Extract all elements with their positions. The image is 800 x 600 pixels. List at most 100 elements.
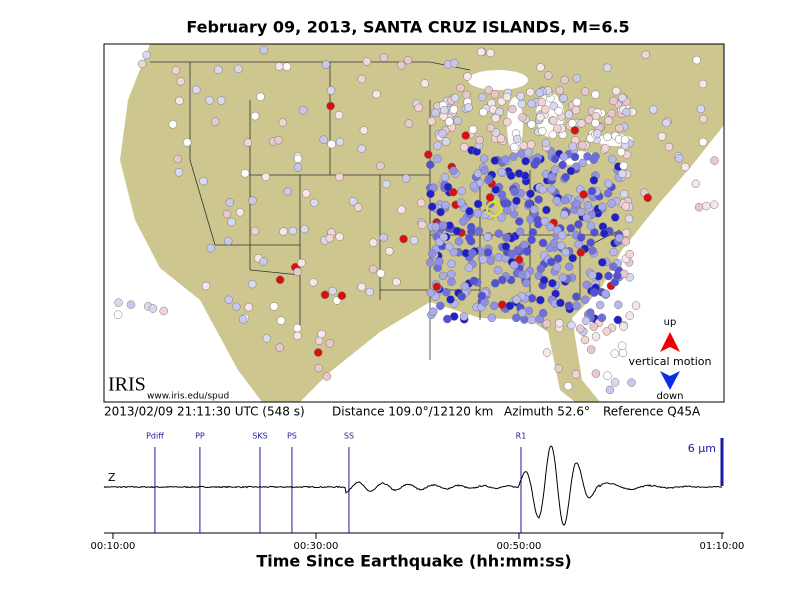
station	[431, 222, 440, 232]
station	[232, 302, 241, 311]
station	[435, 257, 444, 266]
station	[457, 292, 467, 301]
station	[404, 119, 414, 128]
station	[427, 202, 437, 211]
phase-label: PS	[287, 432, 297, 441]
station	[436, 301, 445, 311]
station	[288, 226, 298, 236]
station	[368, 264, 378, 274]
station	[353, 203, 363, 212]
station	[293, 154, 303, 164]
station	[519, 141, 528, 150]
station	[532, 157, 542, 166]
station	[464, 103, 473, 112]
station	[590, 288, 599, 297]
station	[542, 348, 552, 357]
station	[559, 93, 568, 103]
station	[293, 331, 302, 341]
station	[649, 105, 658, 114]
station	[379, 53, 389, 62]
station	[518, 308, 527, 318]
station	[612, 86, 621, 96]
station	[469, 276, 479, 286]
station	[293, 267, 302, 277]
station	[527, 315, 536, 325]
station	[517, 270, 527, 280]
station	[603, 189, 613, 198]
station	[550, 154, 560, 164]
station	[274, 135, 283, 145]
station	[609, 262, 618, 271]
station	[173, 154, 182, 164]
station	[148, 304, 158, 313]
station	[552, 262, 562, 272]
station	[576, 248, 586, 257]
station	[522, 247, 532, 256]
station	[593, 129, 602, 138]
station	[505, 301, 515, 311]
logo: IRIS	[108, 374, 146, 396]
station	[574, 220, 583, 229]
station	[453, 116, 462, 125]
station	[441, 200, 450, 210]
station	[497, 213, 506, 222]
station	[692, 55, 701, 65]
station	[619, 161, 628, 171]
station	[450, 59, 459, 68]
station	[427, 249, 437, 258]
station	[617, 341, 627, 351]
station	[224, 295, 234, 305]
station	[608, 155, 617, 164]
station	[368, 238, 378, 247]
station	[460, 282, 470, 291]
station	[643, 193, 652, 203]
station	[570, 126, 580, 135]
station	[621, 202, 630, 211]
station	[524, 199, 533, 209]
station	[489, 301, 499, 311]
station	[126, 300, 136, 309]
station	[502, 233, 511, 242]
station	[550, 165, 560, 174]
station	[298, 105, 308, 115]
station	[497, 300, 507, 309]
station	[610, 349, 620, 358]
station	[142, 50, 151, 60]
station	[460, 142, 469, 152]
station	[348, 197, 358, 206]
station	[438, 221, 448, 230]
station	[502, 117, 512, 127]
station	[572, 292, 581, 301]
pacific	[104, 44, 262, 402]
station	[548, 130, 558, 139]
station	[502, 92, 512, 102]
station	[335, 232, 344, 242]
station	[595, 300, 605, 310]
station	[564, 262, 574, 271]
station	[483, 232, 492, 242]
station	[681, 162, 690, 172]
station	[403, 55, 413, 65]
scale-label: 6 μm	[688, 442, 716, 455]
x-tick-label: 01:10:00	[700, 541, 745, 552]
station	[443, 182, 453, 192]
station	[564, 301, 574, 310]
station	[553, 254, 563, 263]
station	[591, 118, 600, 128]
station	[589, 155, 598, 164]
station	[487, 313, 497, 323]
title: February 09, 2013, SANTA CRUZ ISLANDS, M…	[186, 18, 629, 37]
station	[615, 123, 624, 133]
station	[463, 72, 472, 81]
station	[426, 160, 435, 169]
station	[625, 249, 634, 259]
station	[326, 86, 336, 95]
station	[566, 224, 576, 233]
station	[540, 217, 550, 226]
station	[528, 228, 538, 237]
station	[420, 79, 430, 88]
station	[500, 155, 510, 164]
station	[542, 205, 551, 215]
station	[464, 263, 474, 272]
